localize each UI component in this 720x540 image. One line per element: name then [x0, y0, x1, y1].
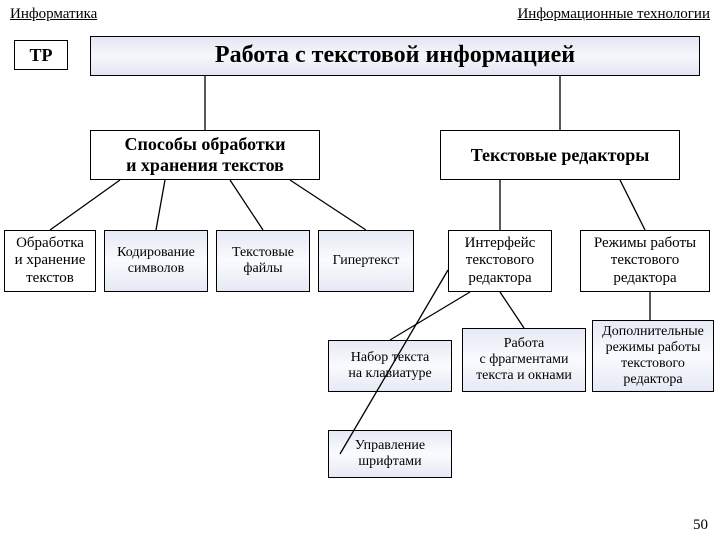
row1-c2: Кодирование символов — [104, 230, 208, 292]
level2-right: Текстовые редакторы — [440, 130, 680, 180]
page-number: 50 — [693, 517, 708, 534]
row2-c2: Работа с фрагментами текста и окнами — [462, 328, 586, 392]
row3-c1: Управление шрифтами — [328, 430, 452, 478]
row1-c3: Текстовые файлы — [216, 230, 310, 292]
row1-c1: Обработка и хранение текстов — [4, 230, 96, 292]
header-right: Информационные технологии — [517, 6, 710, 23]
row2-c1: Набор текста на клавиатуре — [328, 340, 452, 392]
level2-left: Способы обработки и хранения текстов — [90, 130, 320, 180]
row1-c5: Интерфейс текстового редактора — [448, 230, 552, 292]
row2-c3: Дополнительные режимы работы текстового … — [592, 320, 714, 392]
header-left: Информатика — [10, 6, 97, 23]
title-box: Работа с текстовой информацией — [90, 36, 700, 76]
row1-c4: Гипертекст — [318, 230, 414, 292]
page: Информатика Информационные технологии ТР… — [0, 0, 720, 540]
row1-c6: Режимы работы текстового редактора — [580, 230, 710, 292]
badge-tp: ТР — [14, 40, 68, 70]
